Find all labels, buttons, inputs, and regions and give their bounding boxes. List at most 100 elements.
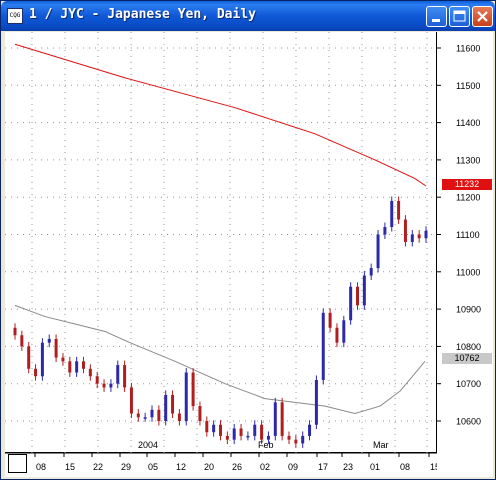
candle-up [362,275,366,306]
candle-up [266,435,270,440]
time-tick-label: 23 [343,462,353,472]
candle-up [232,428,236,440]
candle-up [376,234,380,269]
candle-down [123,365,127,388]
candle-down [287,435,291,440]
candle-down [280,402,284,436]
candle-down [198,406,202,421]
candle-up [212,424,216,433]
close-button[interactable] [472,6,493,27]
candle-down [82,361,85,369]
time-tick-label: 29 [121,462,131,472]
maximize-button[interactable] [449,6,470,27]
minimize-button[interactable] [426,6,447,27]
window-title: 1 / JYC - Japanese Yen, Daily [29,7,256,22]
time-tick-label: 12 [176,462,186,472]
price-tick-label: 11600 [456,44,480,54]
time-tick-label: 09 [288,462,298,472]
price-plot-area[interactable]: 2004 Feb Mar [5,32,437,453]
candle-up [116,365,120,384]
app-icon[interactable]: CQG [7,8,23,24]
close-icon [477,11,488,22]
time-tick-label: 26 [232,462,242,472]
candle-up [40,342,44,377]
candle-up [301,435,305,444]
candle-up [342,320,346,343]
candle-down [136,413,140,418]
candle-down [294,439,298,444]
price-tick-label: 10700 [456,379,481,389]
candle-down [219,424,222,436]
month-label: Mar [373,440,389,450]
candle-up [150,409,154,418]
candle-up [314,379,318,425]
candle-down [171,394,175,414]
candle-up [184,372,188,421]
price-chart: 2004 Feb Mar [5,32,437,453]
candle-down [88,368,92,377]
time-tick-label: 08 [36,462,46,472]
candle-up [410,234,414,242]
candle-down [335,327,339,343]
last-price-label: 11232 [442,179,492,190]
month-label: Feb [258,440,274,450]
candle-up [273,402,277,436]
title-bar[interactable]: CQG 1 / JYC - Japanese Yen, Daily [1,1,495,31]
time-tick-label: 01 [370,462,380,472]
price-tick-label: 11100 [456,230,480,240]
candle-down [157,409,161,421]
time-tick-label: 05 [148,462,158,472]
candle-up [308,424,312,436]
price-tick-label: 11500 [456,81,480,91]
price-tick-label: 10600 [456,417,481,427]
candle-up [383,227,387,235]
candle-down [177,413,181,421]
time-tick-label: 15 [430,462,437,472]
candle-down [205,421,209,433]
candle-down [20,335,24,347]
candle-up [143,417,147,419]
time-tick-label: 22 [93,462,103,472]
candle-down [68,361,72,373]
time-tick-label: 20 [204,462,214,472]
moving-average-short-line [14,304,426,415]
candle-down [260,424,264,440]
candle-down [417,234,421,239]
candle-down [356,286,359,306]
moving-average-long-line [14,43,427,187]
maximize-icon [453,10,466,22]
candle-down [397,200,401,220]
candle-up [390,200,394,228]
time-axis: 08 15 22 29 05 12 20 26 02 09 17 23 01 08 15 [5,453,437,472]
price-tick-label: 11200 [456,193,480,203]
candle-down [129,387,133,414]
moving-average-value-label: 10762 [442,353,492,364]
price-tick-label: 11400 [456,118,480,128]
candle-up [349,286,353,321]
candle-up [321,312,325,380]
candle-up [369,268,373,276]
time-tick-label: 15 [65,462,75,472]
candle-up [246,435,250,438]
candle-up [109,383,113,388]
time-tick-label: 17 [318,462,328,472]
price-tick-label: 10800 [456,342,481,352]
price-tick-label: 10900 [456,305,481,315]
candle-down [13,327,17,336]
candle-up [75,361,79,373]
chart-corner-box[interactable] [8,454,27,473]
price-axis: 11600 11500 11400 11300 11200 11100 11000 10900… [437,44,481,427]
price-tick-label: 11000 [456,267,480,277]
candle-down [54,338,58,358]
candle-down [27,346,31,369]
candle-up [424,230,428,239]
time-tick-label: 02 [260,462,270,472]
time-tick-label: 08 [400,462,410,472]
candle-down [239,428,243,436]
candle-down [191,372,195,407]
minimize-icon [432,19,440,22]
candle-down [403,219,407,242]
candle-up [253,424,257,436]
candle-down [61,357,65,362]
